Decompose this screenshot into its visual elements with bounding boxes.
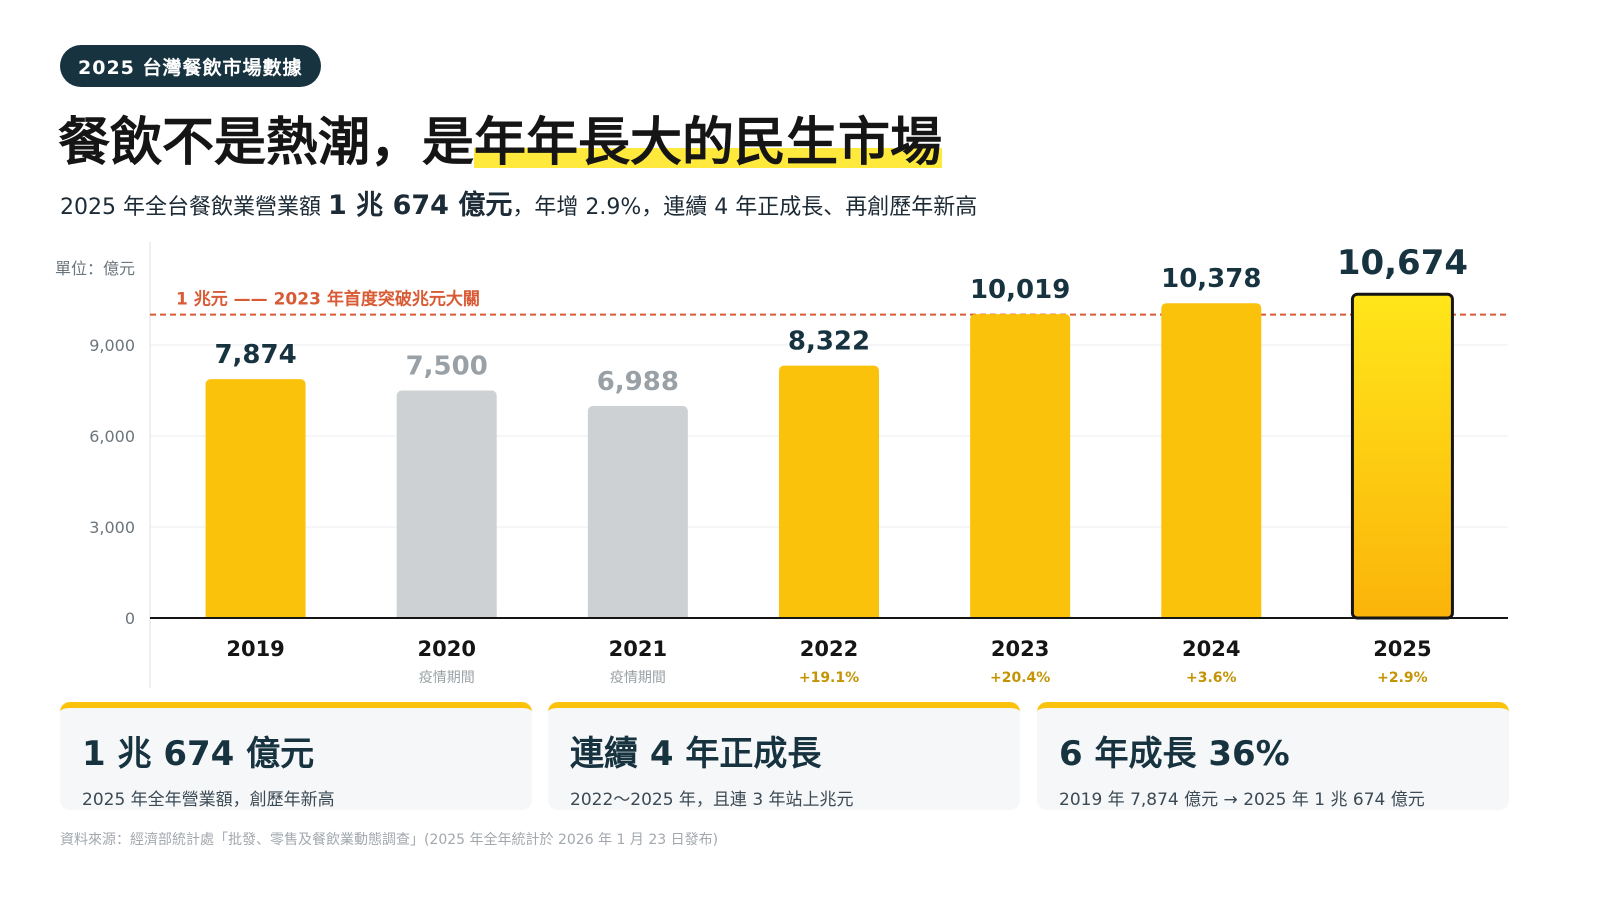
value-label-2022: 8,322	[788, 327, 870, 357]
bar-2021	[587, 406, 688, 618]
value-label-2021: 6,988	[597, 367, 679, 397]
growth-rate-label: +3.6%	[1186, 670, 1237, 686]
stat-card-desc: 2025 年全年營業額，創歷年新高	[82, 790, 335, 810]
bar-base-2023	[970, 612, 1071, 618]
x-tick-label: 2022	[800, 637, 858, 661]
stat-card-growth-streak: 連續 4 年正成長 2022～2025 年，且連 3 年站上兆元	[548, 702, 1020, 810]
value-label-2019: 7,874	[214, 340, 296, 370]
stat-card-desc: 2022～2025 年，且連 3 年站上兆元	[570, 790, 854, 810]
bar-base-2019	[205, 612, 306, 618]
value-label-2023: 10,019	[970, 275, 1070, 305]
source-note: 資料來源：經濟部統計處「批發、零售及餐飲業動態調查」(2025 年全年統計於 2…	[60, 832, 719, 848]
x-tick-label: 2020	[417, 637, 475, 661]
x-tick-label: 2021	[609, 637, 667, 661]
stat-card-desc: 2019 年 7,874 億元 → 2025 年 1 兆 674 億元	[1059, 790, 1425, 810]
y-tick-label: 9,000	[89, 336, 135, 355]
title-highlight: 年年長大的民生市場	[474, 113, 943, 173]
title-lead: 餐飲不是熱潮，是	[58, 113, 475, 173]
y-tick-label: 3,000	[89, 518, 135, 537]
bar-base-2021	[587, 612, 688, 618]
bar-2019	[205, 379, 306, 618]
bar-base-2022	[779, 612, 879, 618]
bar-2022	[779, 365, 879, 618]
covid-period-label: 疫情期間	[419, 670, 475, 686]
x-tick-label: 2023	[991, 637, 1049, 661]
bar-2023	[970, 314, 1071, 618]
y-tick-label: 6,000	[89, 427, 135, 446]
stat-card-title: 1 兆 674 億元	[82, 734, 315, 774]
bar-base-2024	[1161, 612, 1262, 618]
page-title: 餐飲不是熱潮，是年年長大的民生市場	[58, 100, 943, 175]
y-tick-label: 0	[125, 609, 135, 628]
bar-2020	[396, 390, 497, 618]
value-label-2025: 10,674	[1337, 243, 1468, 283]
growth-rate-label: +2.9%	[1377, 670, 1428, 686]
bar-2024	[1161, 303, 1262, 618]
stat-card-title: 連續 4 年正成長	[570, 734, 822, 774]
value-label-2020: 7,500	[406, 352, 488, 382]
subtitle-key-figure: 1 兆 674 億元	[327, 190, 513, 221]
stat-card-six-year-growth: 6 年成長 36% 2019 年 7,874 億元 → 2025 年 1 兆 6…	[1037, 702, 1509, 810]
stat-card-title: 6 年成長 36%	[1059, 734, 1290, 774]
page-subtitle: 2025 年全台餐飲業營業額 1 兆 674 億元，年增 2.9%，連續 4 年…	[60, 183, 977, 222]
x-tick-label: 2024	[1182, 637, 1240, 661]
x-tick-label: 2025	[1373, 637, 1431, 661]
stat-card-revenue: 1 兆 674 億元 2025 年全年營業額，創歷年新高	[60, 702, 532, 810]
revenue-bar-chart: 單位：億元 0 3,000 6,000 9,000 1 兆元 —— 2023 年首度突破…	[55, 242, 1508, 688]
x-tick-label: 2019	[226, 637, 284, 661]
reference-line-label: 1 兆元 —— 2023 年首度突破兆元大關	[176, 289, 480, 310]
value-label-2024: 10,378	[1161, 264, 1261, 294]
topic-badge: 2025 台灣餐飲市場數據	[60, 45, 321, 87]
growth-rate-label: +20.4%	[990, 670, 1050, 686]
y-axis-unit-label: 單位：億元	[55, 259, 135, 278]
subtitle-prefix: 2025 年全台餐飲業營業額	[60, 195, 328, 220]
growth-rate-label: +19.1%	[799, 670, 859, 686]
bar-base-2020	[396, 612, 497, 618]
covid-period-label: 疫情期間	[610, 670, 666, 686]
bar-2025	[1350, 292, 1454, 620]
subtitle-suffix: ，年增 2.9%，連續 4 年正成長、再創歷年新高	[512, 195, 978, 220]
